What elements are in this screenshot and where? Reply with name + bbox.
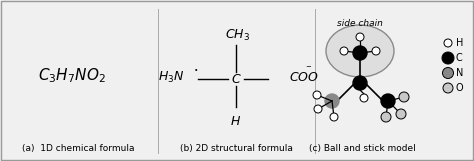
Text: $^-$: $^-$: [304, 64, 312, 74]
Circle shape: [443, 67, 454, 79]
Circle shape: [313, 91, 321, 99]
Text: $\it{H}$: $\it{H}$: [230, 115, 242, 128]
Circle shape: [356, 33, 364, 41]
Circle shape: [381, 94, 395, 108]
Text: $\it{COO}$: $\it{COO}$: [289, 71, 319, 84]
Text: (c) Ball and stick model: (c) Ball and stick model: [309, 145, 415, 153]
Text: $\it{H}_3\it{N}$: $\it{H}_3\it{N}$: [158, 69, 184, 85]
Circle shape: [396, 109, 406, 119]
Circle shape: [314, 105, 322, 113]
Circle shape: [353, 46, 367, 60]
Text: O: O: [456, 83, 464, 93]
Text: $\bullet$: $\bullet$: [193, 66, 199, 72]
Circle shape: [330, 113, 338, 121]
Circle shape: [372, 47, 380, 55]
Text: $\it{C}_3\it{H}_7\it{NO}_2$: $\it{C}_3\it{H}_7\it{NO}_2$: [38, 67, 106, 85]
Text: $\it{C}$: $\it{C}$: [231, 72, 241, 85]
Circle shape: [325, 94, 339, 108]
Circle shape: [399, 92, 409, 102]
Text: C: C: [456, 53, 463, 63]
Circle shape: [360, 94, 368, 102]
Text: side chain: side chain: [337, 19, 383, 28]
Text: (b) 2D structural formula: (b) 2D structural formula: [180, 145, 292, 153]
Text: H: H: [456, 38, 464, 48]
Circle shape: [340, 47, 348, 55]
Circle shape: [442, 52, 454, 64]
Circle shape: [444, 39, 452, 47]
Text: $\it{CH}_3$: $\it{CH}_3$: [226, 28, 250, 43]
Text: (a)  1D chemical formula: (a) 1D chemical formula: [22, 145, 134, 153]
Text: N: N: [456, 68, 464, 78]
Circle shape: [443, 83, 453, 93]
Circle shape: [381, 112, 391, 122]
Ellipse shape: [326, 25, 394, 77]
Circle shape: [353, 76, 367, 90]
